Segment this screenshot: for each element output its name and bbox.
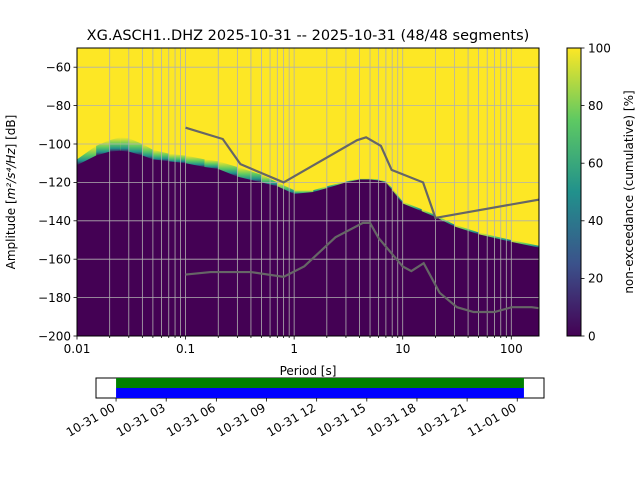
colorbar (566, 47, 582, 337)
transition-band (237, 167, 262, 183)
transition-band (478, 232, 512, 243)
x-tick-label: 10 (395, 342, 410, 356)
colorbar-tick-label: 100 (588, 41, 611, 55)
y-tick-label: −140 (38, 214, 71, 228)
colorbar-tick-label: 0 (588, 329, 596, 343)
y-axis-label-prefix: Amplitude [ (4, 199, 18, 269)
transition-band (511, 240, 539, 249)
x-axis: 0.01 0.1 1 10 100 (64, 336, 523, 356)
plot-frame (76, 47, 540, 337)
timeline-tick-label: 11-01 00 (465, 400, 519, 439)
noise-model-nhnm (185, 126, 539, 220)
y-tick-label: −60 (46, 61, 71, 75)
y-axis-label-units: m²/s⁴/Hz (4, 148, 18, 200)
transition-band (421, 209, 436, 218)
low-probability-region (77, 150, 539, 336)
colorbar-tick-label: 40 (588, 214, 603, 228)
y-tick-label: −100 (38, 137, 71, 151)
transition-band (294, 190, 314, 195)
transition-band (128, 138, 143, 157)
transition-band (109, 137, 121, 153)
transition-band (204, 159, 219, 170)
colorbar-tick-label: 60 (588, 157, 603, 171)
x-axis-label: Period [s] (280, 364, 337, 378)
x-tick-label: 1 (290, 342, 298, 356)
y-axis: −200 −180 −160 −140 −120 −100 −80 −60 (38, 61, 77, 343)
transition-band (277, 182, 295, 195)
y-tick-label: −80 (46, 99, 71, 113)
transition-band (402, 201, 422, 212)
transition-band (77, 145, 97, 166)
timeline-tick-label: 10-31 12 (264, 400, 318, 439)
chart-title: XG.ASCH1..DHZ 2025-10-31 -- 2025-10-31 (… (87, 28, 530, 44)
transition-band (168, 153, 186, 164)
colorbar-tick-label: 20 (588, 272, 603, 286)
timeline-available-bar (116, 378, 524, 388)
y-tick-label: −180 (38, 291, 71, 305)
grid (77, 48, 539, 336)
y-tick-label: −120 (38, 176, 71, 190)
transition-band (152, 149, 169, 162)
y-axis-label: Amplitude [m²/s⁴/Hz] [dB] (4, 115, 18, 270)
colorbar-label: non-exceedance (cumulative) [%] (622, 90, 636, 293)
psd-heatmap (77, 48, 539, 336)
x-tick-label: 100 (500, 342, 523, 356)
x-tick-label: 0.1 (176, 342, 195, 356)
x-tick-label: 0.01 (64, 342, 91, 356)
noise-models (185, 126, 539, 314)
timeline-used-bar (116, 388, 524, 398)
timeline-tick-label: 10-31 03 (114, 400, 168, 439)
timeline-tick-label: 10-31 00 (64, 400, 118, 439)
transition-band (142, 144, 153, 160)
colorbar-axis: 0 20 40 60 80 100 (581, 41, 611, 343)
noise-model-nlnm (185, 221, 539, 314)
timeline-tick-label: 10-31 15 (315, 400, 369, 439)
y-axis-label-suffix: ] [dB] (4, 115, 18, 149)
timeline-tick-label: 10-31 06 (164, 400, 218, 439)
y-tick-label: −200 (38, 329, 71, 343)
timeline-tick-label: 10-31 21 (415, 400, 469, 439)
transition-band (218, 161, 238, 178)
transition-band (120, 137, 129, 153)
transition-band (313, 186, 327, 193)
timeline-tick-label: 10-31 18 (365, 400, 419, 439)
transition-band (454, 224, 479, 235)
timeline-tick-label: 10-31 09 (214, 400, 268, 439)
y-tick-label: −160 (38, 253, 71, 267)
colorbar-tick-label: 80 (588, 99, 603, 113)
